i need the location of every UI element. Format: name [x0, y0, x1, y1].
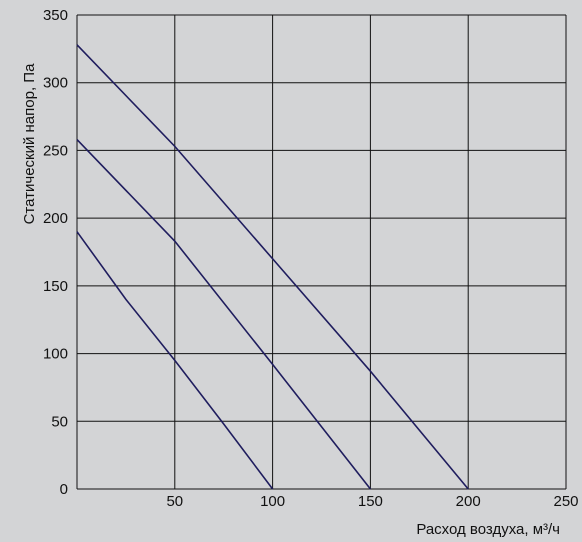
series-group: [76, 44, 469, 490]
y-tick-label: 300: [43, 75, 68, 92]
y-tick-label: 100: [43, 346, 68, 363]
series-line-2: [76, 139, 372, 490]
x-tick-label: 150: [358, 493, 383, 510]
y-tick-label: 150: [43, 278, 68, 295]
y-tick-label: 0: [60, 481, 68, 498]
x-tick-label: 250: [553, 493, 578, 510]
series-line-1: [76, 231, 274, 490]
x-tick-label: 200: [456, 493, 481, 510]
series-line-3: [76, 44, 469, 490]
x-tick-label: 100: [260, 493, 285, 510]
grid: [76, 14, 567, 490]
y-tick-label: 50: [51, 413, 68, 430]
x-tick-label: 50: [166, 493, 183, 510]
y-tick-label: 250: [43, 142, 68, 159]
y-axis-title: Статический напор, Па: [21, 63, 38, 224]
y-tick-label: 350: [43, 7, 68, 24]
y-tick-label: 200: [43, 210, 68, 227]
tick-labels: 0 50 100 150 200 250 300 350 50 100 150 200 250: [43, 7, 579, 510]
x-axis-title: Расход воздуха, м³/ч: [416, 521, 560, 538]
